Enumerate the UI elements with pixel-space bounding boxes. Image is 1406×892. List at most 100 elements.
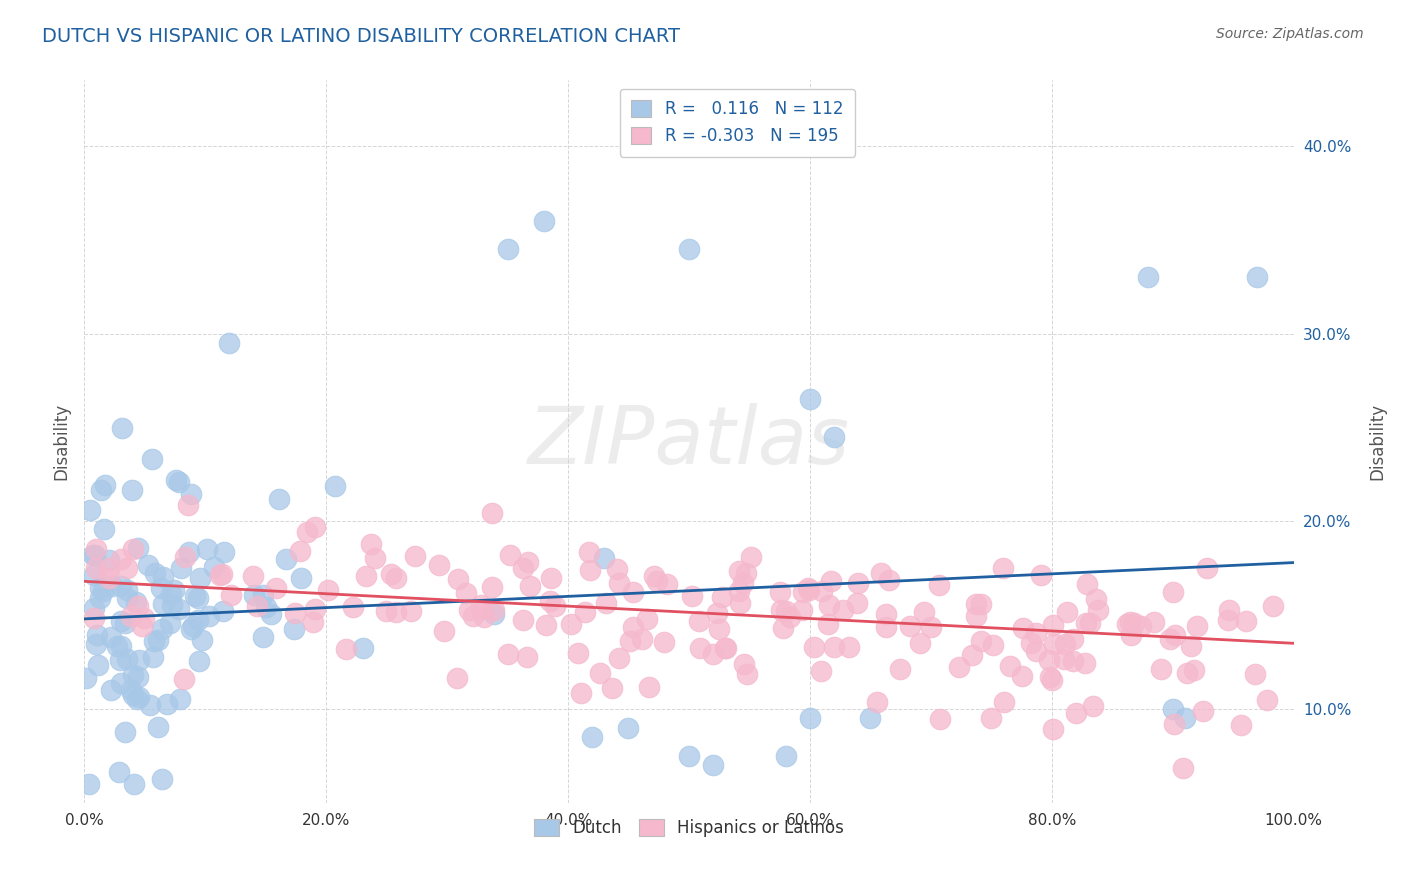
Point — [481, 580, 503, 594]
Point — [817, 598, 839, 612]
Point — [606, 562, 628, 576]
Point — [688, 615, 710, 629]
Point — [108, 653, 131, 667]
Point — [290, 571, 312, 585]
Point — [180, 622, 202, 636]
Point — [167, 602, 190, 616]
Point — [929, 712, 952, 726]
Point — [86, 561, 108, 575]
Point — [796, 581, 818, 595]
Point — [188, 571, 211, 585]
Point — [481, 506, 503, 520]
Point — [898, 618, 921, 632]
Point — [284, 607, 307, 621]
Point — [252, 630, 274, 644]
Point — [75, 671, 97, 685]
Point — [218, 336, 240, 351]
Point — [1161, 702, 1184, 716]
Point — [499, 548, 522, 562]
Point — [820, 574, 842, 588]
Point — [779, 610, 801, 624]
Point — [643, 569, 665, 583]
Point — [174, 550, 197, 565]
Point — [1177, 666, 1199, 681]
Point — [733, 657, 755, 672]
Point — [115, 652, 138, 666]
Point — [678, 748, 700, 763]
Point — [167, 475, 190, 490]
Point — [404, 549, 426, 564]
Point — [1180, 640, 1202, 654]
Point — [1062, 654, 1084, 668]
Point — [609, 650, 631, 665]
Point — [108, 764, 131, 779]
Point — [121, 483, 143, 497]
Point — [792, 603, 814, 617]
Point — [484, 607, 506, 621]
Point — [87, 658, 110, 673]
Point — [678, 242, 700, 256]
Point — [496, 647, 519, 661]
Point — [1087, 603, 1109, 617]
Point — [574, 605, 596, 619]
Point — [1031, 568, 1053, 582]
Point — [600, 681, 623, 695]
Point — [188, 654, 211, 668]
Point — [770, 603, 793, 617]
Point — [110, 615, 132, 629]
Point — [139, 698, 162, 712]
Text: ZIPatlas: ZIPatlas — [527, 402, 851, 481]
Point — [150, 622, 173, 636]
Point — [316, 583, 339, 598]
Point — [998, 659, 1021, 673]
Point — [197, 608, 219, 623]
Point — [149, 581, 172, 595]
Point — [965, 597, 987, 611]
Point — [560, 616, 582, 631]
Point — [1043, 637, 1066, 651]
Point — [681, 590, 703, 604]
Point — [710, 590, 733, 604]
Point — [740, 549, 762, 564]
Point — [702, 758, 724, 772]
Point — [177, 499, 200, 513]
Point — [1074, 615, 1097, 630]
Point — [512, 614, 534, 628]
Point — [1159, 632, 1181, 646]
Point — [111, 420, 134, 434]
Point — [160, 587, 183, 601]
Point — [159, 616, 181, 631]
Point — [810, 664, 832, 678]
Point — [79, 503, 101, 517]
Point — [211, 567, 233, 582]
Point — [595, 596, 617, 610]
Point — [1143, 615, 1166, 629]
Point — [1256, 693, 1278, 707]
Point — [875, 620, 897, 634]
Point — [98, 553, 121, 567]
Point — [981, 638, 1004, 652]
Point — [589, 665, 612, 680]
Point — [630, 632, 652, 647]
Point — [163, 582, 186, 597]
Point — [1038, 653, 1060, 667]
Point — [433, 624, 456, 638]
Point — [86, 542, 108, 557]
Point — [122, 668, 145, 682]
Point — [385, 571, 408, 585]
Point — [516, 649, 538, 664]
Point — [127, 541, 149, 556]
Point — [127, 599, 149, 614]
Point — [136, 558, 159, 573]
Point — [714, 641, 737, 656]
Point — [1161, 585, 1184, 599]
Point — [811, 584, 834, 599]
Point — [621, 585, 644, 599]
Point — [242, 569, 264, 583]
Point — [146, 632, 169, 647]
Point — [115, 591, 138, 606]
Point — [1182, 663, 1205, 677]
Point — [110, 640, 132, 654]
Point — [125, 595, 148, 609]
Point — [353, 641, 375, 656]
